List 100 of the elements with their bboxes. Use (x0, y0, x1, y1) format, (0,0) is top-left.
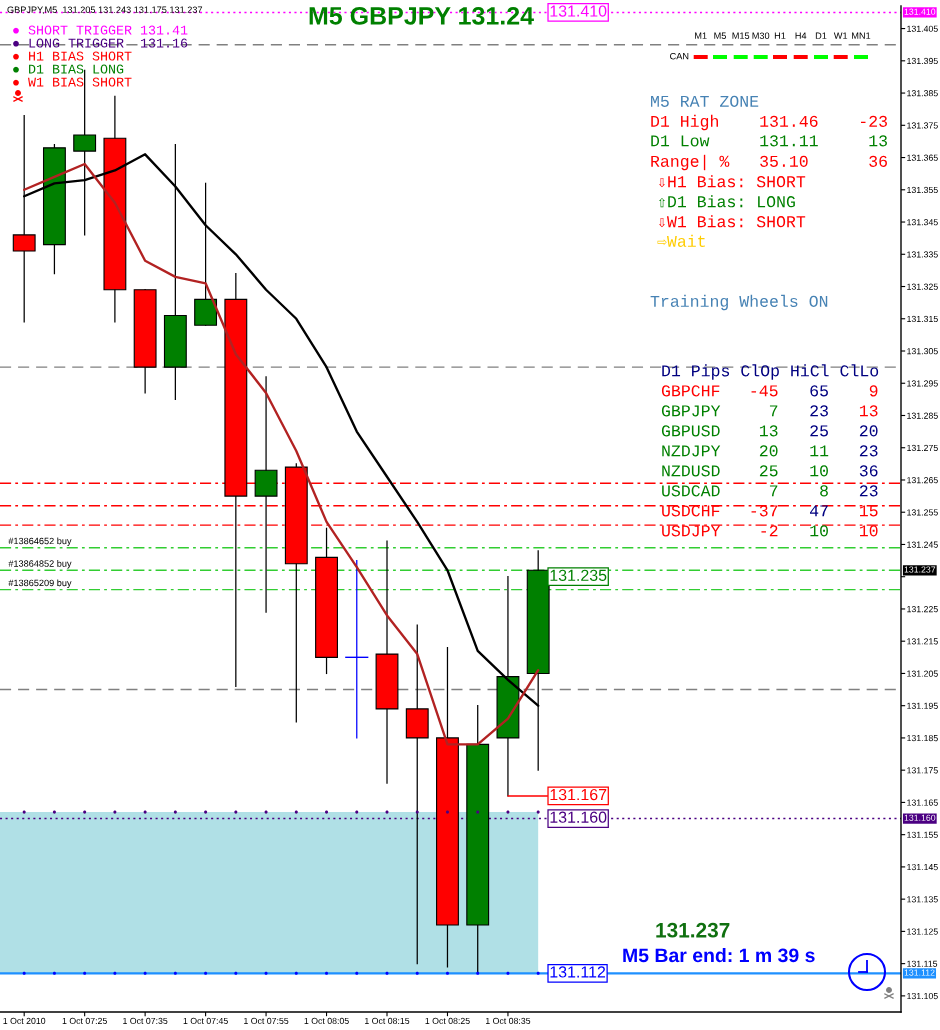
y-tick-label: 131.145 (907, 863, 938, 871)
annotation: 23 (810, 405, 828, 417)
y-tick-label: 131.265 (907, 477, 938, 484)
y-tick-label: 131.115 (907, 960, 938, 967)
annotation: D1 (815, 32, 827, 39)
candlestick (254, 376, 278, 613)
candlestick (345, 559, 369, 739)
annotation: M15 (732, 32, 750, 39)
y-tick-label: 131.165 (907, 799, 938, 806)
annotation: 13 (759, 425, 778, 437)
annotation: 131.237 (656, 922, 730, 938)
annotation: D1 Pips ClOp HiCl ClLo (662, 364, 879, 380)
y-tick-label: 131.125 (907, 928, 938, 935)
annotation: ● H1 BIAS SHORT (13, 51, 132, 61)
y-tick-label: 131.195 (907, 702, 938, 709)
y-tick-label: 131.225 (907, 606, 938, 613)
y-tick-label: 131.255 (907, 509, 938, 516)
ref-line-label: 131.112 (904, 969, 935, 976)
annotation: 131.112 (550, 966, 606, 978)
y-tick-label: 131.395 (907, 57, 938, 65)
annotation: 23 (859, 485, 878, 497)
y-tick-label: 131.325 (907, 283, 938, 290)
annotation: ⇨Wait (657, 234, 705, 247)
annotation: CAN (670, 52, 689, 60)
annotation: D1 Low 131.11 13 (651, 135, 887, 147)
annotation: ● W1 BIAS SHORT (13, 77, 132, 87)
annotation: 9 (869, 385, 878, 397)
annotation: ⇩W1 Bias: SHORT (658, 215, 806, 228)
y-tick-label: 131.305 (907, 348, 938, 355)
x-tick-label: 1 Oct 08:05 (304, 1017, 349, 1024)
y-tick-label: 131.215 (907, 638, 938, 645)
annotation: D1 High 131.46 -23 (651, 114, 887, 131)
annotation: GBPJPY (661, 405, 721, 417)
annotation: 25 (810, 425, 828, 437)
y-tick-label: 131.245 (907, 541, 938, 548)
annotation: ● SHORT TRIGGER 131.41 (13, 25, 188, 35)
y-tick-label: 131.155 (907, 831, 938, 838)
y-tick-label: 131.315 (907, 315, 938, 323)
annotation: 131.235 (550, 569, 607, 581)
annotation: 10 (859, 525, 878, 537)
annotation: 13 (859, 405, 878, 417)
annotation: 7 (769, 405, 778, 417)
y-tick-label: 131.295 (907, 380, 938, 387)
annotation: ⇧D1 Bias: LONG (658, 195, 795, 208)
y-tick-label: 131.285 (907, 412, 938, 419)
annotation: M1 (695, 32, 707, 39)
annotation: Training Wheels ON (650, 294, 828, 311)
annotation: GBPCHF (661, 385, 720, 397)
annotation: 47 (809, 505, 828, 517)
x-tick-label: 1 Oct 07:45 (183, 1017, 228, 1024)
x-tick-label: 1 Oct 07:25 (62, 1017, 107, 1024)
annotation: NZDUSD (662, 465, 720, 477)
annotation: USDCAD (662, 485, 720, 497)
y-tick-label: 131.105 (907, 992, 938, 1000)
annotation: MN1 (852, 32, 871, 39)
annotation: #13865209 buy (8, 579, 72, 588)
y-tick-label: 131.335 (907, 251, 938, 258)
annotation: USDJPY (662, 525, 721, 537)
annotation: 11 (810, 445, 829, 457)
annotation: 7 (769, 485, 778, 497)
y-tick-label: 131.175 (907, 767, 938, 774)
annotation: M30 (752, 32, 770, 39)
annotation: 131.167 (550, 788, 607, 801)
annotation: 65 (810, 385, 828, 397)
y-tick-label: 131.355 (907, 186, 938, 194)
x-tick-label: 1 Oct 08:35 (486, 1017, 531, 1024)
annotation: 8 (820, 485, 828, 497)
y-tick-label: 131.205 (907, 670, 938, 677)
annotation: M5 RAT ZONE (651, 95, 759, 107)
y-tick-label: 131.385 (907, 90, 938, 97)
ref-line-label: 131.160 (904, 814, 936, 821)
x-tick-label: 1 Oct 07:35 (123, 1017, 168, 1024)
annotation: #13864852 buy (8, 560, 72, 569)
annotation: 25 (759, 465, 778, 477)
annotation: M5 (714, 32, 726, 39)
annotation: -45 (751, 385, 778, 397)
chart-title: M5 GBPJPY 131.24 (309, 7, 534, 25)
annotation: ● LONG TRIGGER 131.16 (13, 38, 188, 48)
x-tick-label: 1 Oct 08:25 (425, 1017, 470, 1024)
annotation: 36 (859, 465, 878, 477)
candlestick (405, 624, 429, 965)
y-tick-label: 131.375 (907, 122, 938, 129)
annotation: NZDJPY (662, 445, 721, 457)
annotation: 20 (859, 425, 878, 437)
annotation: #13864652 buy (8, 537, 72, 547)
annotation: M5 Bar end: 1 m 39 s (623, 947, 815, 963)
annotation: 131.237 (904, 566, 936, 573)
annotation: W1 (833, 32, 848, 39)
annotation: ⇩H1 Bias: SHORT (658, 175, 806, 188)
annotation: 131.160 (550, 811, 607, 823)
annotation: 23 (859, 445, 878, 457)
annotation: -2 (761, 525, 778, 537)
annotation: GBPUSD (661, 425, 720, 437)
annotation: ● D1 BIAS LONG (13, 64, 124, 74)
y-tick-label: 131.185 (907, 734, 938, 742)
y-tick-label: 131.275 (907, 444, 938, 451)
annotation: H4 (795, 32, 807, 39)
x-tick-label: 1 Oct 07:55 (244, 1017, 289, 1024)
y-tick-label: 131.345 (907, 219, 938, 226)
ref-line-label: 131.410 (904, 8, 936, 15)
